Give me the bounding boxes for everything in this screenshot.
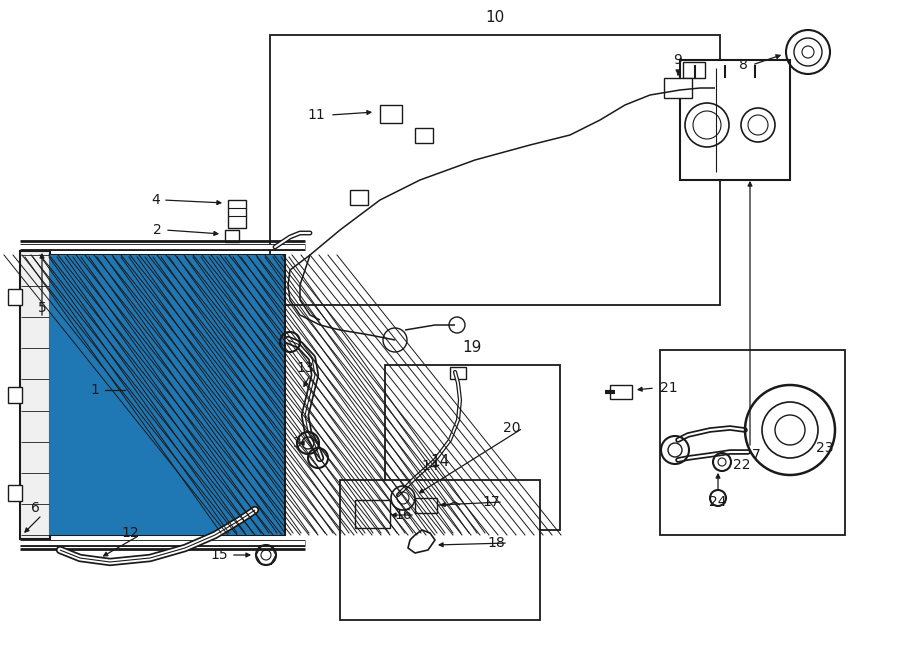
Bar xyxy=(664,78,692,98)
Bar xyxy=(680,60,790,180)
Bar xyxy=(340,480,540,620)
Text: 22: 22 xyxy=(734,458,751,472)
Text: 3: 3 xyxy=(293,436,302,450)
Bar xyxy=(610,385,632,399)
Bar xyxy=(380,105,402,123)
Text: 21: 21 xyxy=(660,381,678,395)
Bar xyxy=(270,35,720,305)
Text: 5: 5 xyxy=(38,301,47,315)
Text: 16: 16 xyxy=(394,508,412,522)
Bar xyxy=(385,365,560,530)
Text: 13: 13 xyxy=(296,361,314,375)
Text: 14: 14 xyxy=(430,455,450,469)
Text: 20: 20 xyxy=(502,421,520,435)
Bar xyxy=(8,485,22,501)
Text: 17: 17 xyxy=(482,495,500,509)
Bar xyxy=(660,350,845,535)
Bar xyxy=(8,387,22,403)
Bar xyxy=(415,498,437,513)
Text: 1: 1 xyxy=(91,383,99,397)
Text: 19: 19 xyxy=(463,340,482,354)
Text: 11: 11 xyxy=(307,108,325,122)
Text: 12: 12 xyxy=(122,526,139,540)
Bar xyxy=(450,367,466,379)
Bar xyxy=(350,190,368,205)
Text: 9: 9 xyxy=(673,53,682,67)
Bar xyxy=(8,289,22,305)
Bar xyxy=(48,255,285,535)
Text: 15: 15 xyxy=(211,548,228,562)
Text: 6: 6 xyxy=(31,501,40,515)
Text: 24: 24 xyxy=(709,495,727,509)
Text: 23: 23 xyxy=(816,441,833,455)
Bar xyxy=(225,230,239,242)
Text: 10: 10 xyxy=(485,9,505,24)
Bar xyxy=(228,200,246,228)
Text: 18: 18 xyxy=(487,536,505,550)
Bar xyxy=(49,255,284,535)
Text: 2: 2 xyxy=(153,223,162,237)
Bar xyxy=(704,82,722,97)
Text: 8: 8 xyxy=(739,58,748,72)
Text: 4: 4 xyxy=(151,193,160,207)
Text: 7: 7 xyxy=(752,448,760,462)
Bar xyxy=(683,62,705,78)
Bar xyxy=(20,251,50,539)
Bar xyxy=(355,500,390,528)
Text: 14: 14 xyxy=(421,459,439,473)
Bar xyxy=(415,128,433,143)
